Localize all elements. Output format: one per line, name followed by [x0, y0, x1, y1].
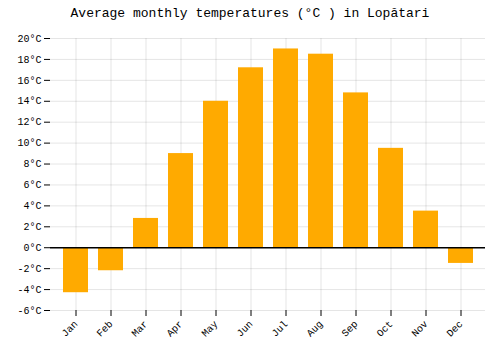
- svg-text:Jan: Jan: [60, 319, 81, 340]
- svg-text:Aug: Aug: [305, 319, 326, 340]
- svg-text:8°C: 8°C: [23, 159, 41, 170]
- svg-text:-2°C: -2°C: [17, 264, 41, 275]
- svg-text:6°C: 6°C: [23, 180, 41, 191]
- svg-text:16°C: 16°C: [17, 76, 41, 87]
- svg-text:Oct: Oct: [375, 319, 396, 340]
- svg-text:20°C: 20°C: [17, 34, 41, 45]
- html-text:Average monthly temperatures (: Average monthly temperatures (°C ) in Lo…: [70, 6, 430, 21]
- svg-text:-4°C: -4°C: [17, 285, 41, 296]
- svg-text:18°C: 18°C: [17, 55, 41, 66]
- svg-text:Feb: Feb: [95, 319, 116, 340]
- svg-text:10°C: 10°C: [17, 138, 41, 149]
- svg-text:-6°C: -6°C: [17, 306, 41, 317]
- svg-text:Sep: Sep: [340, 319, 361, 340]
- svg-text:Apr: Apr: [165, 319, 186, 340]
- svg-text:12°C: 12°C: [17, 117, 41, 128]
- svg-text:4°C: 4°C: [23, 201, 41, 212]
- svg-text:Dec: Dec: [445, 319, 466, 340]
- svg-text:Jul: Jul: [270, 319, 291, 340]
- svg-text:14°C: 14°C: [17, 96, 41, 107]
- svg-text:Mar: Mar: [130, 319, 151, 340]
- svg-text:Nov: Nov: [410, 319, 431, 340]
- svg-text:0°C: 0°C: [23, 243, 41, 254]
- svg-text:May: May: [200, 319, 221, 340]
- svg-text:2°C: 2°C: [23, 222, 41, 233]
- svg-text:Jun: Jun: [235, 319, 256, 340]
